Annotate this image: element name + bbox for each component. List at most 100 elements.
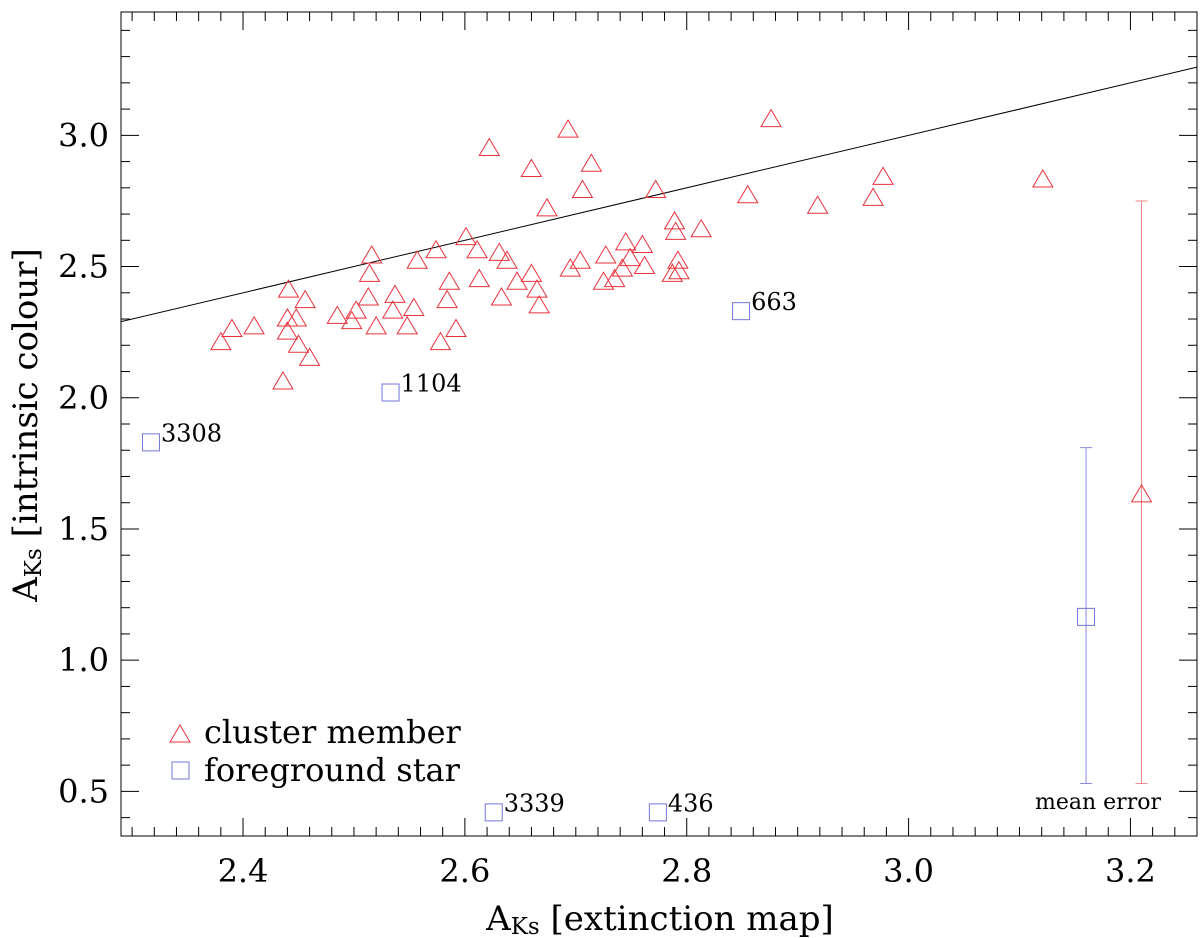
- cluster-member-point: [666, 250, 689, 269]
- cluster-member-point: [209, 331, 232, 351]
- cluster-member-point: [603, 268, 626, 288]
- plot-frame: [120, 11, 1198, 837]
- legend-square-marker: [171, 761, 190, 780]
- cluster-member-point: [506, 271, 528, 290]
- y-tick-label: 1.5: [58, 510, 109, 548]
- cluster-member-point: [631, 234, 654, 254]
- cluster-member-point: [425, 239, 447, 259]
- x-axis-label: AKs [extinction map]: [485, 899, 834, 938]
- y-tick-label: 2.0: [58, 379, 109, 417]
- legend-triangle-marker: [169, 724, 191, 743]
- cluster-member-point: [455, 226, 477, 246]
- cluster-member-point: [466, 239, 488, 259]
- cluster-member-point: [644, 179, 667, 198]
- cluster-member-point: [736, 184, 759, 204]
- reference-line: [120, 66, 1198, 323]
- cluster-member-point: [298, 347, 321, 366]
- cluster-member-point: [520, 158, 543, 177]
- cluster-member-point: [690, 218, 713, 238]
- cluster-member-point: [661, 263, 684, 282]
- data-points-layer: [141, 108, 1054, 822]
- cluster-member-point: [633, 255, 656, 275]
- x-tick-label: 2.6: [439, 852, 490, 890]
- cluster-member-point: [862, 187, 884, 206]
- cluster-member-point: [340, 310, 363, 330]
- point-label: 663: [751, 288, 797, 316]
- cluster-member-point: [358, 263, 381, 282]
- error-bar-label: mean error: [1035, 790, 1161, 815]
- reference-line-layer: [120, 66, 1198, 323]
- cluster-member-point: [580, 153, 603, 172]
- cluster-member-point: [490, 287, 513, 306]
- point-label: 436: [668, 789, 714, 817]
- cluster-member-point: [243, 315, 265, 335]
- cluster-member-point: [536, 197, 558, 217]
- cluster-member-point: [569, 250, 592, 269]
- x-tick-label: 2.8: [661, 852, 712, 890]
- cluster-member-point: [221, 318, 243, 338]
- axis-ticks: 2.4 2.6 2.8 3.0 3.2 0.5 1.0 1.5 2.0 2.5 3.0: [58, 12, 1198, 890]
- cluster-member-point: [294, 289, 317, 309]
- cluster-member-point: [557, 119, 579, 138]
- x-tick-label: 3.2: [1105, 852, 1156, 890]
- cluster-member-point: [360, 245, 383, 264]
- cluster-member-point: [277, 279, 300, 298]
- cluster-member-point: [594, 245, 617, 264]
- cluster-member-point: [345, 300, 368, 319]
- legend-label-foreground-star: foreground star: [204, 751, 461, 789]
- cluster-member-point: [406, 250, 429, 269]
- cluster-member-point: [559, 258, 582, 277]
- point-label: 3308: [161, 419, 222, 447]
- cluster-member-point: [468, 268, 491, 288]
- cluster-member-point: [520, 263, 543, 282]
- cluster-member-point: [276, 321, 299, 340]
- x-tick-label: 2.4: [218, 852, 269, 890]
- cluster-member-point: [357, 287, 380, 306]
- foreground-star-point: [484, 803, 503, 822]
- y-tick-label: 3.0: [58, 116, 109, 154]
- cluster-member-point: [365, 315, 388, 335]
- cluster-member-point: [445, 318, 467, 338]
- cluster-member-point: [488, 242, 511, 261]
- y-axis-label: AKs [intrinsic colour]: [6, 248, 47, 603]
- y-tick-label: 1.0: [58, 641, 109, 679]
- cluster-member-point: [872, 166, 894, 185]
- point-labels-layer: 3308 1104 3339 436 663: [161, 288, 797, 817]
- cluster-member-point: [614, 231, 637, 251]
- cluster-member-point: [478, 137, 501, 156]
- foreground-star-point: [381, 383, 400, 402]
- point-label: 1104: [401, 370, 462, 398]
- cluster-member-point: [526, 279, 548, 298]
- foreground-star-point: [141, 433, 160, 452]
- cluster-member-point: [429, 331, 452, 351]
- cluster-member-point: [668, 260, 690, 280]
- cluster-member-point: [664, 221, 687, 240]
- error-bar-marker: [1130, 483, 1153, 503]
- point-label: 3339: [504, 789, 565, 817]
- cluster-member-point: [1031, 168, 1054, 188]
- cluster-member-point: [663, 210, 686, 230]
- cluster-member-point: [528, 294, 551, 314]
- cluster-member-point: [571, 179, 594, 198]
- foreground-star-point: [648, 803, 667, 822]
- x-tick-label: 3.0: [883, 852, 934, 890]
- error-bar-marker: [1077, 607, 1096, 626]
- cluster-member-point: [381, 300, 404, 319]
- cluster-member-point: [496, 250, 518, 269]
- legend-label-cluster-member: cluster member: [204, 713, 462, 751]
- foreground-star-point: [732, 302, 751, 321]
- y-tick-label: 2.5: [58, 248, 109, 286]
- cluster-member-point: [438, 271, 461, 290]
- legend: cluster member foreground star: [169, 713, 462, 789]
- cluster-member-point: [611, 258, 634, 277]
- cluster-member-point: [396, 315, 419, 335]
- y-tick-label: 0.5: [58, 772, 109, 810]
- cluster-member-point: [760, 108, 782, 128]
- cluster-member-point: [326, 305, 349, 324]
- cluster-member-point: [287, 334, 310, 353]
- cluster-member-point: [619, 247, 642, 267]
- cluster-member-point: [806, 195, 829, 214]
- error-bar-layer: [1077, 200, 1153, 785]
- cluster-member-point: [384, 284, 406, 303]
